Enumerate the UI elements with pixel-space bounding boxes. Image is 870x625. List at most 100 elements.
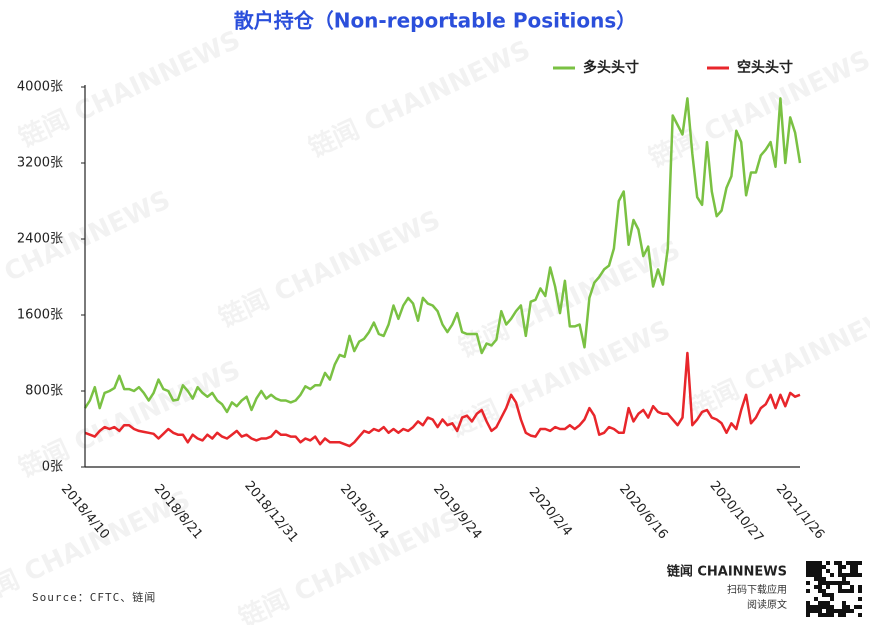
qr-cell: [814, 605, 818, 609]
qr-cell: [810, 609, 814, 613]
qr-cell: [806, 561, 810, 565]
qr-cell: [834, 581, 838, 585]
qr-cell: [846, 609, 850, 613]
qr-cell: [810, 565, 814, 569]
qr-cell: [822, 613, 826, 617]
qr-cell: [842, 613, 846, 617]
qr-cell: [814, 597, 818, 601]
qr-cell: [846, 605, 850, 609]
qr-cell: [842, 573, 846, 577]
qr-cell: [830, 609, 834, 613]
qr-cell: [850, 609, 854, 613]
qr-cell: [826, 569, 830, 573]
qr-code: [805, 560, 863, 618]
qr-cell: [826, 605, 830, 609]
qr-cell: [822, 589, 826, 593]
source: Source：CFTC、链闻: [32, 590, 156, 604]
qr-cell: [826, 601, 830, 605]
qr-cell: [818, 601, 822, 605]
qr-cell: [838, 573, 842, 577]
qr-cell: [822, 577, 826, 581]
qr-cell: [850, 573, 854, 577]
qr-cell: [834, 609, 838, 613]
qr-cell: [830, 593, 834, 597]
qr-cell: [850, 589, 854, 593]
y-tick-label: 1600张: [17, 308, 63, 323]
qr-cell: [838, 609, 842, 613]
qr-cell: [818, 561, 822, 565]
qr-cell: [830, 597, 834, 601]
qr-cell: [858, 561, 862, 565]
qr-cell: [818, 565, 822, 569]
brand: 链闻 CHAINNEWS: [666, 564, 787, 580]
y-tick-label: 3200张: [17, 156, 63, 171]
qr-cell: [818, 573, 822, 577]
qr-cell: [850, 561, 854, 565]
qr-cell: [822, 605, 826, 609]
qr-cell: [842, 609, 846, 613]
qr-cell: [858, 573, 862, 577]
qr-cell: [826, 613, 830, 617]
qr-cell: [830, 605, 834, 609]
qr-cell: [822, 601, 826, 605]
qr-cell: [810, 573, 814, 577]
qr-cell: [842, 605, 846, 609]
qr-cell: [842, 601, 846, 605]
download-text: 扫码下载应用: [727, 583, 787, 596]
qr-cell: [838, 585, 842, 589]
qr-cell: [818, 613, 822, 617]
qr-cell: [818, 581, 822, 585]
qr-cell: [818, 589, 822, 593]
qr-cell: [854, 561, 858, 565]
qr-cell: [814, 569, 818, 573]
qr-cell: [854, 565, 858, 569]
qr-cell: [810, 561, 814, 565]
qr-cell: [858, 589, 862, 593]
qr-cell: [850, 565, 854, 569]
x-tick-label: 2020/6/16: [616, 482, 670, 543]
watermark: 链闻 CHAINNEWS: [0, 184, 175, 314]
qr-cell: [846, 561, 850, 565]
y-tick-label: 4000张: [17, 80, 63, 95]
qr-cell: [818, 577, 822, 581]
qr-cell: [806, 569, 810, 573]
qr-cell: [826, 581, 830, 585]
qr-cell: [814, 577, 818, 581]
qr-cell: [818, 605, 822, 609]
qr-cell: [834, 561, 838, 565]
qr-cell: [838, 613, 842, 617]
qr-cell: [838, 565, 842, 569]
y-tick-label: 800张: [25, 384, 63, 399]
qr-cell: [822, 593, 826, 597]
x-tick-label: 2020/10/27: [707, 478, 767, 545]
qr-cell: [838, 561, 842, 565]
qr-cell: [822, 565, 826, 569]
qr-cell: [814, 609, 818, 613]
qr-cell: [842, 565, 846, 569]
series-line: [84, 351, 801, 448]
qr-cell: [854, 569, 858, 573]
qr-cell: [842, 589, 846, 593]
qr-cell: [814, 573, 818, 577]
qr-cell: [814, 565, 818, 569]
qr-cell: [854, 605, 858, 609]
qr-cell: [826, 593, 830, 597]
qr-cell: [822, 581, 826, 585]
x-tick-label: 2020/2/4: [526, 485, 575, 539]
x-tick-label: 2021/1/26: [773, 482, 827, 543]
qr-cell: [810, 605, 814, 609]
y-tick-label: 2400张: [17, 232, 63, 247]
series-line: [83, 97, 802, 414]
watermark: 链闻 CHAINNEWS: [234, 504, 465, 625]
qr-cell: [818, 585, 822, 589]
qr-cell: [830, 581, 834, 585]
qr-cell: [806, 589, 810, 593]
qr-cell: [818, 609, 822, 613]
legend-label: 多头头寸: [583, 59, 639, 76]
qr-cell: [846, 581, 850, 585]
qr-cell: [838, 589, 842, 593]
qr-cell: [858, 597, 862, 601]
qr-cell: [846, 573, 850, 577]
qr-cell: [850, 569, 854, 573]
